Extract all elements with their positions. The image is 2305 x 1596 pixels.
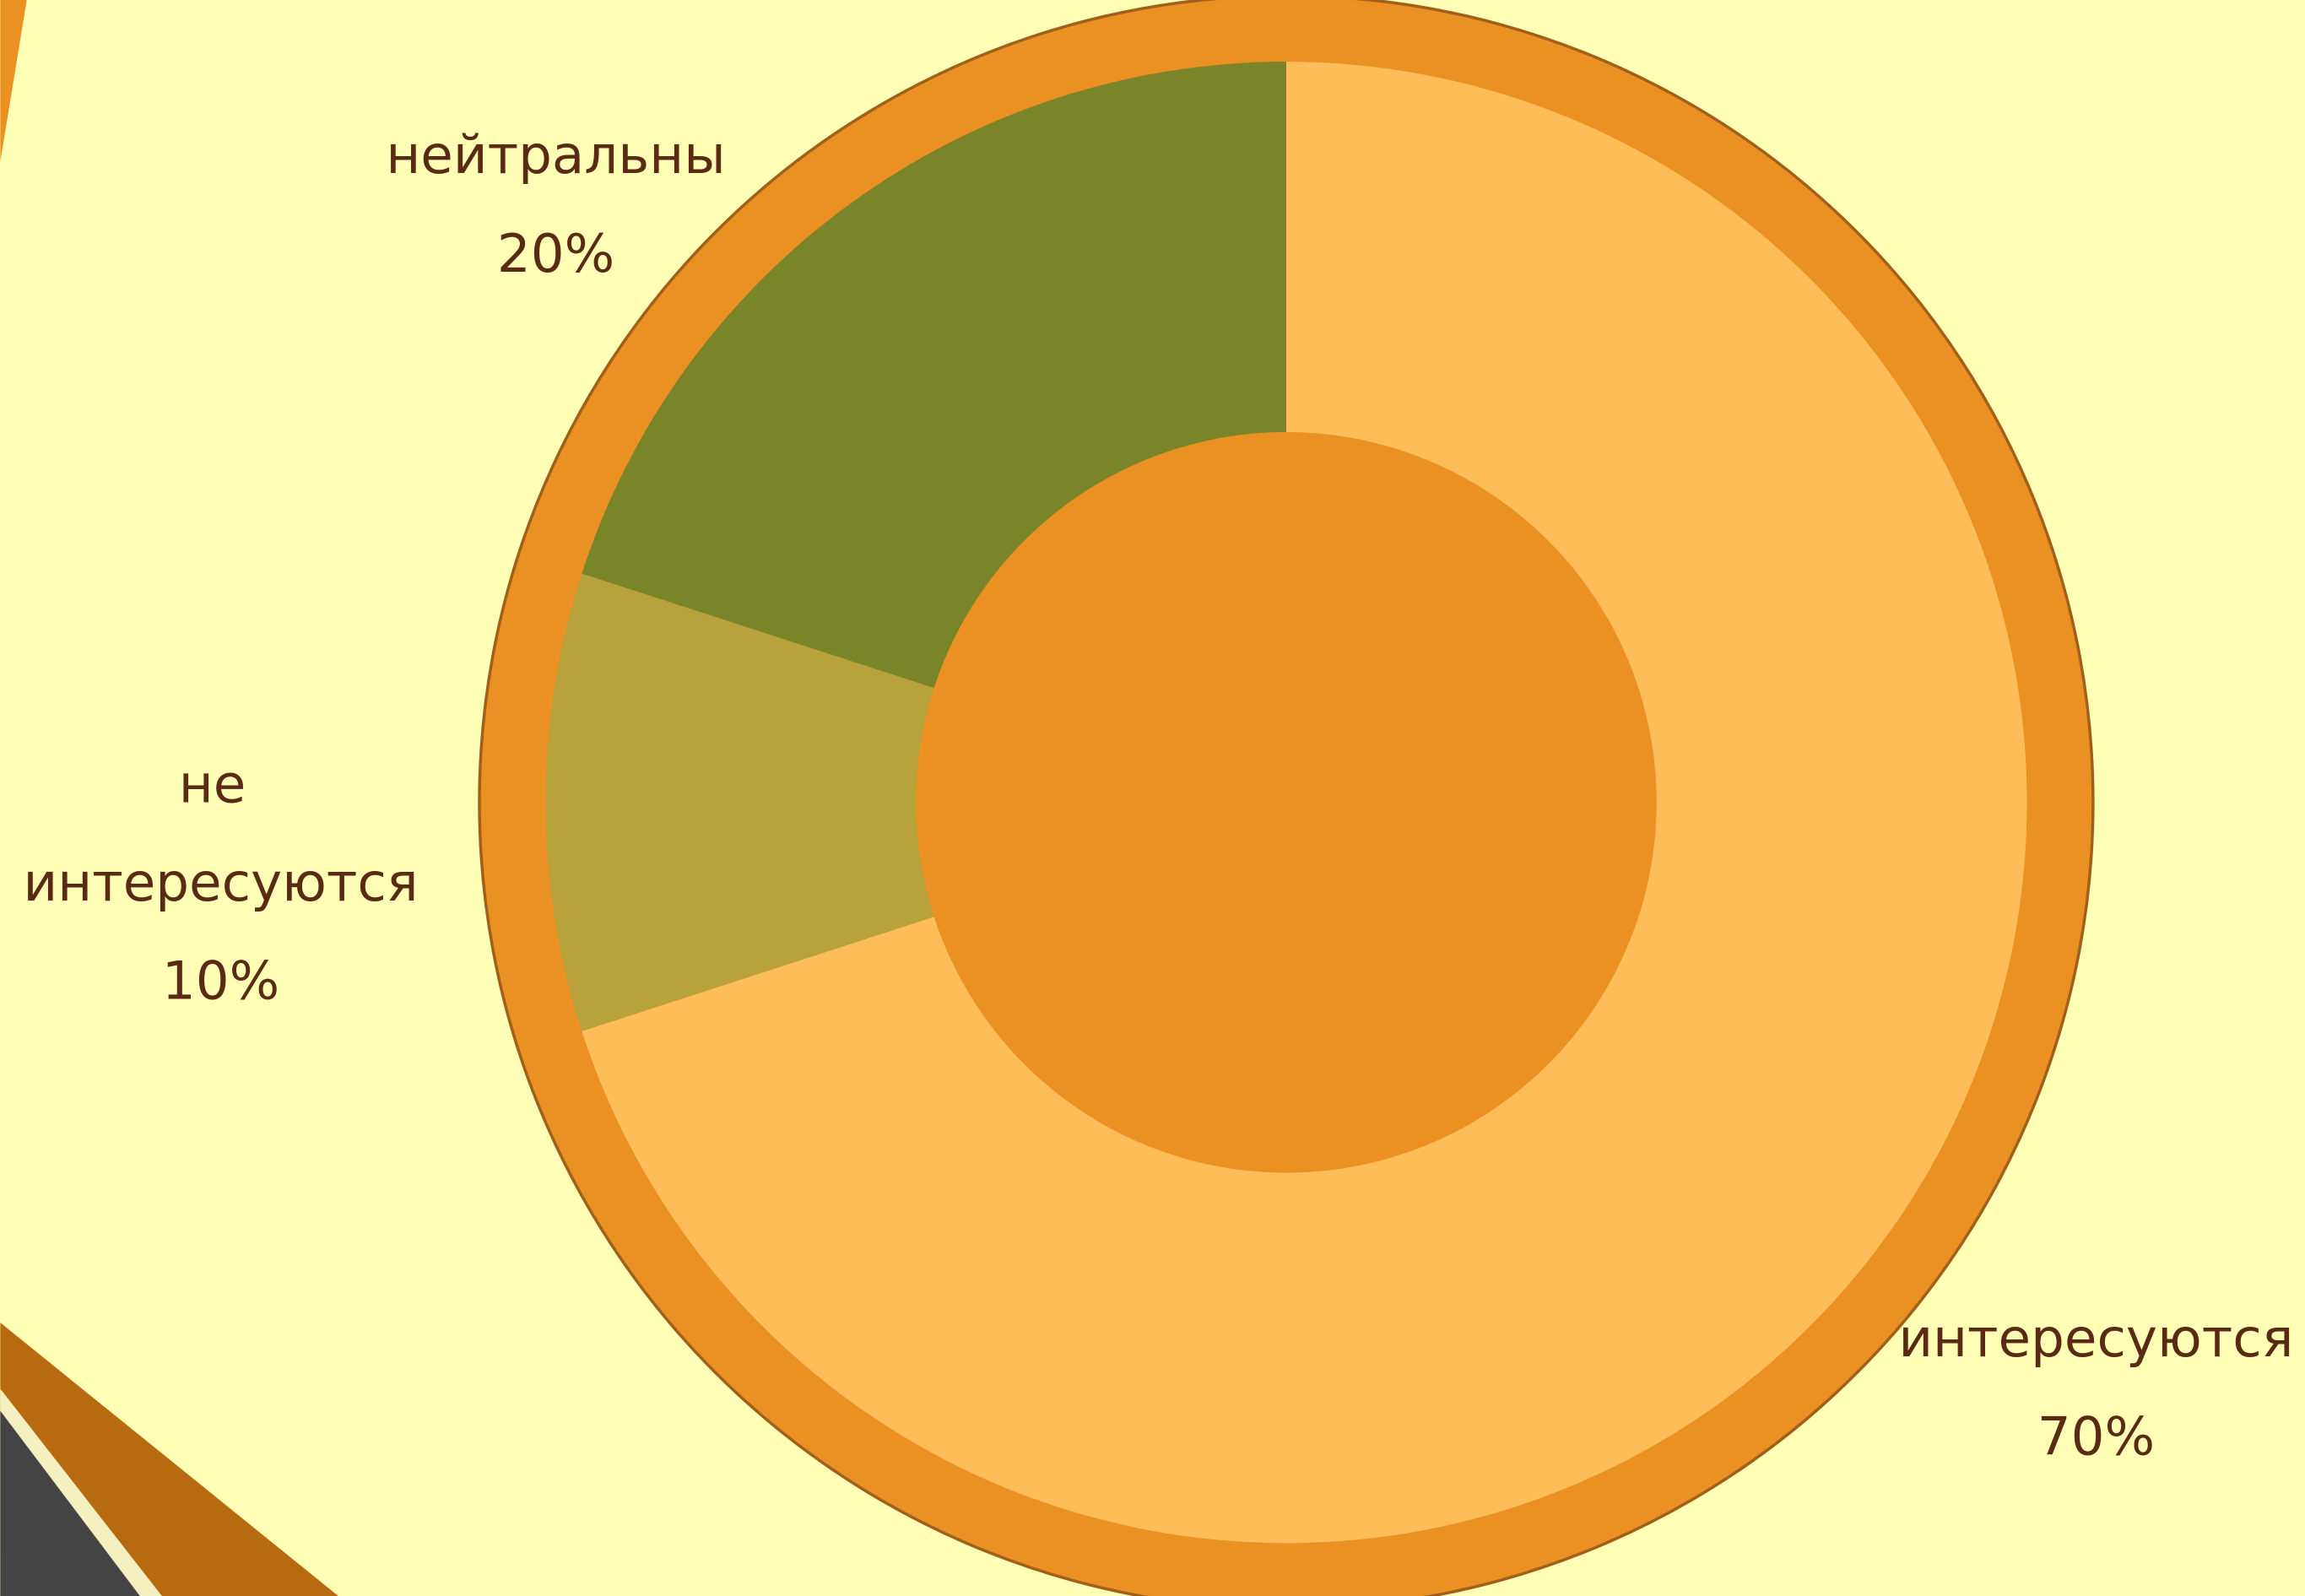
category-label: нейтральны — [386, 124, 725, 186]
labels: интересуются 70% не интересуются 10% нейтрал… — [23, 124, 2293, 1467]
value-label: 20% — [497, 223, 614, 284]
decor-corner — [0, 0, 27, 162]
value-label: 70% — [2037, 1406, 2155, 1468]
value-label: 10% — [162, 950, 279, 1012]
category-label: интересуются — [1898, 1307, 2293, 1369]
slice — [545, 573, 1286, 1031]
donut-hole — [916, 431, 1657, 1173]
category-label: не интересуются — [23, 753, 418, 913]
